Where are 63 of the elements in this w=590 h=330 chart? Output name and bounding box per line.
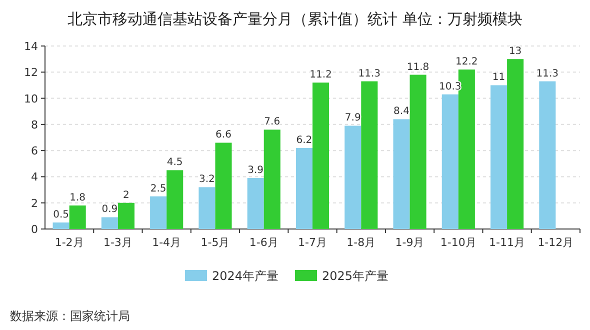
bar: [101, 217, 118, 229]
bar: [361, 81, 378, 229]
data-label: 13: [508, 46, 522, 58]
data-label: 7.6: [264, 116, 280, 128]
bar: [490, 85, 508, 229]
data-label: 1.8: [70, 192, 86, 204]
bar: [442, 94, 458, 229]
bar: [166, 170, 184, 229]
data-label: 3.9: [248, 165, 264, 176]
legend-label: 2024年产量: [212, 269, 279, 283]
x-tick-label: 1-9月: [395, 236, 424, 249]
data-label: 2.5: [150, 183, 166, 194]
data-label: 11: [492, 72, 506, 84]
data-label: 11.3: [358, 68, 381, 80]
y-tick-label: 4: [31, 170, 38, 184]
data-label: 11.8: [406, 62, 430, 73]
x-tick-label: 1-3月: [103, 236, 132, 249]
chart-title: 北京市移动通信基站设备产量分月（累计值）统计 单位：万射频模块: [68, 10, 522, 28]
bar: [264, 130, 280, 229]
x-tick-label: 1-12月: [538, 236, 574, 249]
y-tick-label: 10: [24, 92, 38, 106]
data-label: 0.9: [102, 204, 118, 216]
x-tick-label: 1-2月: [54, 236, 84, 249]
data-label: 7.9: [344, 112, 361, 124]
bar: [198, 187, 216, 229]
bar: [118, 202, 134, 229]
x-tick-label: 1-4月: [152, 236, 182, 249]
bar: [296, 148, 312, 229]
y-tick-label: 6: [31, 144, 38, 158]
x-tick-label: 1-8月: [346, 236, 376, 249]
data-label: 2: [123, 190, 130, 201]
x-tick-label: 1-10月: [440, 236, 476, 249]
source-note: 数据来源：国家统计局: [10, 309, 130, 323]
data-label: 11.3: [536, 68, 559, 80]
data-label: 4.5: [166, 157, 183, 168]
legend-label: 2025年产量: [322, 269, 389, 283]
x-tick-label: 1-6月: [249, 236, 278, 249]
y-tick-label: 8: [31, 118, 38, 132]
bar: [52, 222, 70, 229]
data-label: 0.5: [53, 209, 70, 220]
bar: [507, 59, 524, 229]
x-tick-label: 1-11月: [489, 236, 526, 249]
data-label: 12.2: [456, 56, 478, 68]
y-tick-label: 0: [31, 223, 38, 236]
y-tick-label: 2: [31, 196, 38, 210]
data-label: 11.2: [310, 70, 332, 81]
x-tick-label: 1-7月: [298, 236, 327, 249]
data-label: 6.2: [296, 134, 312, 146]
data-label: 3.2: [199, 174, 215, 186]
data-label: 6.6: [216, 130, 232, 141]
bar: [312, 82, 330, 229]
bar: [215, 142, 232, 229]
bar: [410, 74, 426, 229]
bar: [344, 126, 362, 229]
bar: [393, 119, 410, 229]
x-tick-label: 1-5月: [200, 236, 230, 249]
data-label: 8.4: [394, 106, 410, 118]
bar: [150, 196, 167, 229]
y-tick-label: 12: [24, 66, 38, 80]
bar: [69, 205, 86, 229]
bar: [247, 178, 264, 229]
bar: [539, 81, 556, 229]
y-tick-label: 14: [24, 40, 38, 53]
